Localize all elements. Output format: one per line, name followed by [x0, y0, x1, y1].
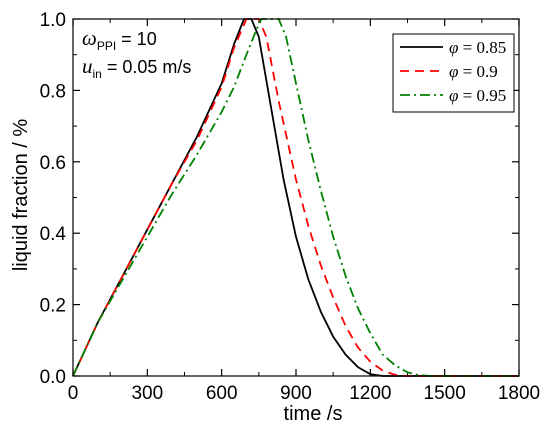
legend-label-2: φ = 0.95: [449, 86, 506, 105]
x-tick-label: 300: [131, 383, 163, 404]
y-tick-label: 1.0: [40, 10, 66, 31]
legend-value: = 0.85: [458, 38, 506, 57]
velocity-subscript: in: [93, 67, 102, 81]
x-axis-title: time /s: [284, 403, 343, 425]
x-tick-label: 1800: [498, 383, 540, 404]
y-tick-labels: 0.0 0.2 0.4 0.6 0.8 1.0: [40, 10, 67, 388]
series-line-1: [72, 18, 519, 377]
x-tick-label: 1200: [349, 383, 391, 404]
x-tick-label: 1500: [424, 383, 466, 404]
velocity-value: = 0.05 m/s: [102, 57, 192, 77]
y-tick-label: 0.4: [40, 224, 67, 245]
x-tick-label: 600: [206, 383, 238, 404]
y-tick-label: 0.6: [40, 153, 66, 174]
y-tick-label: 0.8: [40, 81, 66, 102]
legend-label-1: φ = 0.9: [449, 62, 498, 81]
series-lines: [72, 18, 519, 377]
x-tick-label: 0: [68, 383, 79, 404]
plot-frame: [72, 18, 520, 377]
y-tick-label: 0.2: [40, 296, 66, 317]
legend-label-0: φ = 0.85: [449, 38, 506, 57]
omega-symbol: ω: [82, 26, 97, 50]
x-tick-labels: 0 300 600 900 1200 1500 1800: [68, 383, 540, 404]
legend: φ = 0.85φ = 0.9φ = 0.95: [392, 33, 515, 113]
legend-symbol: φ: [449, 62, 458, 81]
legend-symbol: φ: [449, 38, 458, 57]
series-line-0: [72, 18, 519, 377]
legend-value: = 0.9: [458, 62, 497, 81]
omega-value: = 10: [116, 29, 157, 49]
series-line-2: [72, 18, 519, 377]
x-tick-label: 900: [280, 383, 312, 404]
legend-value: = 0.95: [458, 86, 506, 105]
omega-subscript: PPI: [97, 39, 116, 53]
y-tick-label: 0.0: [40, 367, 66, 388]
velocity-annotation: uin = 0.05 m/s: [82, 54, 191, 81]
y-axis-title: liquid fraction / %: [10, 119, 32, 272]
velocity-symbol: u: [82, 54, 93, 78]
omega-annotation: ωPPI = 10: [82, 26, 157, 53]
legend-symbol: φ: [449, 86, 458, 105]
